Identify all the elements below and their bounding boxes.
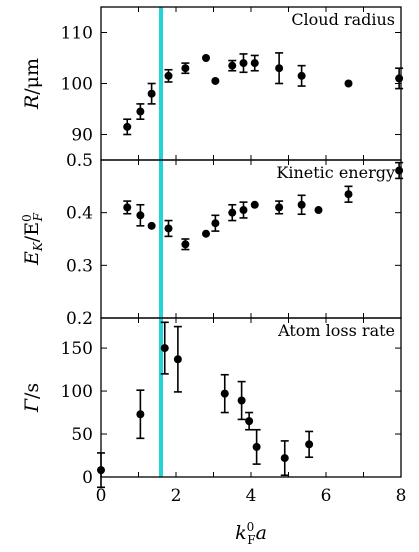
y-axis-label-sup: 0: [20, 214, 34, 222]
y-axis-label-1: R/μm: [21, 58, 43, 110]
y-axis-label-rest: /μm: [21, 58, 43, 95]
x-tick-label: 2: [171, 486, 182, 506]
data-point: [314, 206, 323, 215]
data-point: [252, 442, 261, 451]
x-tick-label: 8: [396, 486, 407, 506]
y-axis-label-rest: /s: [21, 383, 43, 399]
x-tick-label: 6: [321, 486, 332, 506]
y-tick-label: 90: [71, 126, 93, 146]
data-point: [344, 79, 353, 88]
y-tick-label: 110: [61, 24, 93, 44]
data-point: [305, 440, 314, 449]
data-point: [280, 454, 289, 463]
y-tick-label: 0.5: [66, 151, 93, 171]
y-tick-label: 100: [61, 382, 93, 402]
x-axis-label-rest: a: [256, 522, 267, 544]
data-point: [228, 61, 237, 70]
panel-title-1: Cloud radius: [291, 10, 395, 29]
y-tick-label: 0.3: [66, 256, 93, 276]
data-point: [275, 64, 284, 73]
data-point: [164, 224, 173, 233]
y-axis-label-2: EK/E0F: [20, 212, 45, 266]
data-point: [147, 221, 156, 230]
y-tick-label: 100: [61, 75, 93, 95]
data-point: [123, 203, 132, 212]
data-point: [250, 59, 259, 68]
y-axis-label-rest: /E: [21, 222, 43, 242]
data-point: [173, 355, 182, 364]
data-point: [220, 389, 229, 398]
y-axis-label-main: Γ: [21, 398, 43, 413]
data-point: [202, 229, 210, 238]
y-tick-label: 0.2: [66, 309, 93, 329]
y-tick-label: 150: [61, 339, 93, 359]
y-axis-label-main: R: [21, 95, 43, 110]
panel-frame-2: [100, 159, 402, 319]
data-point: [123, 122, 132, 131]
data-point: [250, 200, 259, 209]
data-point: [395, 166, 404, 175]
data-point: [239, 59, 248, 68]
panel-frame-3: [100, 317, 402, 478]
data-point: [136, 107, 145, 116]
x-axis-label-sup: 0: [247, 520, 255, 534]
y-tick-label: 50: [71, 425, 93, 445]
data-point: [297, 200, 306, 209]
y-axis-label-sub2: F: [31, 212, 45, 222]
data-point: [136, 410, 145, 419]
data-point: [97, 466, 105, 475]
data-point: [297, 71, 306, 80]
x-axis-label: k0 Fa: [235, 520, 267, 547]
y-axis-label-3: Γ/s: [21, 383, 43, 413]
x-axis-label-sub: F: [247, 533, 255, 547]
panel-title-2: Kinetic energy: [276, 163, 395, 182]
x-tick-label: 4: [246, 486, 257, 506]
data-point: [136, 211, 145, 220]
data-point: [181, 240, 190, 249]
data-point: [202, 54, 210, 62]
data-point: [160, 344, 169, 353]
data-point: [211, 219, 220, 228]
y-axis-label-main: E: [21, 251, 43, 266]
data-point: [237, 396, 246, 405]
data-point: [275, 203, 284, 212]
panel-title-3: Atom loss rate: [277, 321, 395, 340]
x-axis-label-main: k: [235, 522, 247, 544]
data-point: [344, 190, 353, 199]
data-point: [395, 74, 404, 83]
y-tick-label: 0.4: [66, 204, 93, 224]
data-point: [228, 208, 237, 217]
data-point: [164, 71, 173, 80]
y-tick-label: 0: [82, 468, 93, 488]
panel-frame-1: [100, 6, 402, 161]
data-point: [147, 89, 156, 98]
data-point: [211, 76, 220, 85]
x-tick-label: 0: [96, 486, 107, 506]
data-point: [245, 417, 254, 426]
data-point: [181, 64, 190, 73]
y-axis-label-sub: K: [31, 241, 45, 252]
data-point: [239, 206, 248, 215]
